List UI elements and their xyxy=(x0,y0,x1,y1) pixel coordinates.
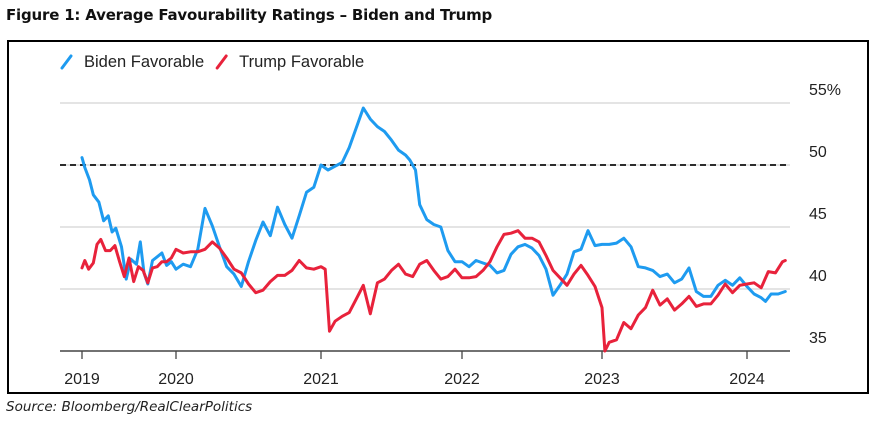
series-lines xyxy=(80,106,787,353)
y-tick-label: 55% xyxy=(809,82,841,99)
chart-frame xyxy=(7,40,869,394)
x-tick-label: 2021 xyxy=(303,371,339,388)
x-tick-label: 2022 xyxy=(444,371,480,388)
x-tick-label: 2020 xyxy=(158,371,194,388)
legend-label: Biden Favorable xyxy=(84,53,204,71)
x-tick-label: 2024 xyxy=(729,371,765,388)
legend-item-biden: Biden Favorable xyxy=(60,53,204,71)
legend: Biden Favorable Trump Favorable xyxy=(60,53,364,71)
y-axis: 35 40 45 50 55% xyxy=(809,82,841,347)
figure-title: Figure 1: Average Favourability Ratings … xyxy=(6,6,493,24)
source-note: Source: Bloomberg/RealClearPolitics xyxy=(6,399,253,415)
series-line-biden xyxy=(80,106,787,303)
series-line-trump xyxy=(80,229,787,353)
y-tick-label: 40 xyxy=(809,268,827,285)
x-tick-label: 2019 xyxy=(64,371,100,388)
legend-swatch-biden-icon xyxy=(60,54,73,70)
y-tick-label: 50 xyxy=(809,144,827,161)
x-tick-label: 2023 xyxy=(584,371,620,388)
legend-swatch-trump-icon xyxy=(215,54,228,70)
y-tick-label: 35 xyxy=(809,330,827,347)
y-tick-label: 45 xyxy=(809,206,827,223)
x-axis: 2019 2020 2021 2022 2023 2024 xyxy=(64,351,765,388)
gridlines xyxy=(60,102,790,352)
legend-item-trump: Trump Favorable xyxy=(215,53,364,71)
legend-label: Trump Favorable xyxy=(239,53,364,71)
